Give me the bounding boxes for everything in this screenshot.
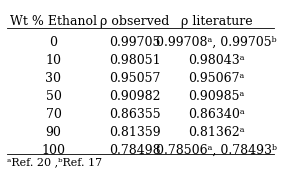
Text: 0.81362ᵃ: 0.81362ᵃ: [188, 125, 245, 139]
Text: 0.90982: 0.90982: [109, 90, 161, 102]
Text: ρ observed: ρ observed: [100, 15, 170, 28]
Text: 0.98043ᵃ: 0.98043ᵃ: [188, 54, 245, 67]
Text: Wt % Ethanol: Wt % Ethanol: [10, 15, 97, 28]
Text: 0.99708ᵃ, 0.99705ᵇ: 0.99708ᵃ, 0.99705ᵇ: [156, 36, 277, 49]
Text: 30: 30: [45, 72, 62, 85]
Text: 0.98051: 0.98051: [109, 54, 161, 67]
Text: 0.95067ᵃ: 0.95067ᵃ: [188, 72, 245, 85]
Text: 0.81359: 0.81359: [109, 125, 161, 139]
Text: 0.90985ᵃ: 0.90985ᵃ: [188, 90, 245, 102]
Text: 0.86355: 0.86355: [109, 108, 161, 121]
Text: 0.78498: 0.78498: [109, 144, 161, 156]
Text: ρ literature: ρ literature: [181, 15, 252, 28]
Text: 50: 50: [46, 90, 62, 102]
Text: 10: 10: [45, 54, 62, 67]
Text: ᵃRef. 20 ,ᵇRef. 17: ᵃRef. 20 ,ᵇRef. 17: [7, 157, 102, 167]
Text: 0.95057: 0.95057: [109, 72, 161, 85]
Text: 100: 100: [42, 144, 66, 156]
Text: 0: 0: [49, 36, 58, 49]
Text: 70: 70: [46, 108, 62, 121]
Text: 0.99705: 0.99705: [109, 36, 161, 49]
Text: 0.78506ᵃ, 0.78493ᵇ: 0.78506ᵃ, 0.78493ᵇ: [156, 144, 277, 156]
Text: 0.86340ᵃ: 0.86340ᵃ: [188, 108, 245, 121]
Text: 90: 90: [46, 125, 62, 139]
